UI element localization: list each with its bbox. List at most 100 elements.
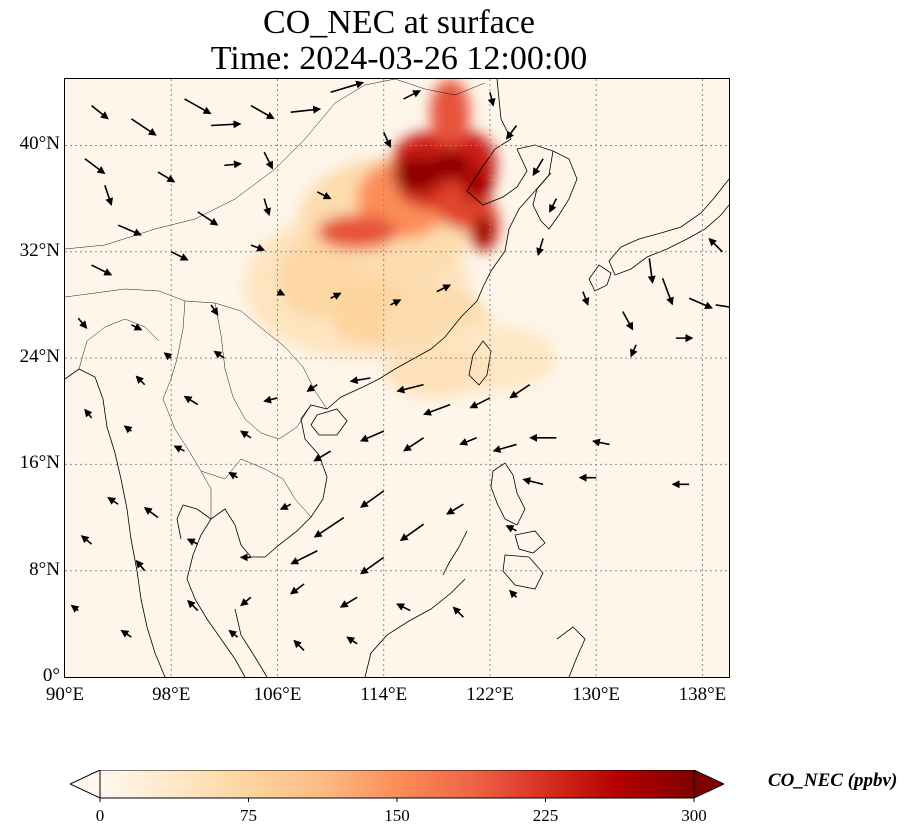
colorbar-tick-label: 75 — [240, 806, 257, 825]
lon-tick-label: 106°E — [253, 684, 302, 705]
map-subtitle-time: Time: 2024-03-26 12:00:00 — [210, 40, 588, 77]
coastline-borneo — [364, 578, 466, 677]
coastline-mindanao — [502, 554, 544, 590]
lat-tick-label: 32°N — [19, 239, 60, 261]
wind-arrow — [163, 352, 173, 361]
wind-arrow — [647, 258, 656, 284]
wind-arrow — [399, 523, 425, 542]
wind-arrow — [508, 589, 518, 599]
lon-tick-label: 98°E — [152, 684, 191, 705]
wind-arrow — [630, 344, 638, 358]
wind-arrow — [459, 437, 477, 446]
gridlines — [65, 79, 729, 677]
colorbar-label: CO_NEC (ppbv) — [768, 770, 898, 791]
coastline-palawan — [442, 530, 468, 576]
coastline-hainan — [310, 408, 348, 436]
wind-arrow — [359, 430, 385, 442]
lat-tick-label: 8°N — [29, 558, 60, 580]
wind-arrow — [346, 636, 358, 645]
wind-arrow — [197, 211, 219, 226]
map-canvas — [65, 79, 729, 677]
lon-tick-label: 130°E — [572, 684, 621, 705]
wind-arrow — [316, 191, 332, 200]
wind-arrow — [487, 92, 496, 107]
wind-arrow — [250, 104, 275, 120]
wind-arrow — [423, 403, 451, 416]
wind-arrow — [240, 596, 252, 607]
wind-arrow — [349, 376, 371, 385]
coastline-gulf-thailand — [176, 504, 212, 540]
wind-arrow — [184, 98, 212, 115]
wind-arrow — [581, 291, 590, 306]
wind-arrow — [211, 120, 242, 129]
lat-tick-label: 24°N — [19, 346, 60, 368]
lon-tick-label: 138°E — [678, 684, 727, 705]
wind-arrow — [170, 251, 189, 261]
wind-arrow — [104, 185, 114, 207]
colorbar — [70, 770, 724, 802]
wind-arrow — [213, 350, 225, 359]
wind-vectors — [70, 80, 729, 651]
coastline-kyushu — [588, 264, 612, 292]
coastline-visayas — [514, 530, 546, 554]
wind-arrow — [688, 297, 714, 310]
wind-arrow — [135, 375, 146, 386]
wind-arrow — [661, 278, 674, 306]
wind-arrow — [173, 445, 185, 453]
wind-arrow — [187, 599, 199, 612]
lon-tick-label: 122°E — [466, 684, 514, 705]
wind-arrow — [306, 383, 318, 392]
colorbar-extend-min — [70, 770, 101, 799]
colorbar-tick-label: 225 — [532, 806, 559, 825]
wind-arrow — [210, 304, 219, 316]
wind-arrow — [117, 224, 142, 236]
wind-arrow — [250, 243, 266, 252]
co-concentration-field — [244, 79, 557, 398]
wind-arrow — [452, 606, 464, 618]
wind-arrow — [403, 90, 422, 100]
wind-arrow — [70, 604, 80, 613]
wind-arrow — [492, 443, 517, 453]
wind-arrow — [279, 502, 292, 510]
wind-arrow — [84, 408, 93, 419]
coastline-japan — [608, 178, 729, 276]
coastline-sulawesi — [556, 626, 586, 677]
coastlines — [65, 79, 729, 677]
wind-arrow — [228, 472, 239, 480]
wind-arrow — [522, 477, 544, 486]
colorbar-tick-label: 300 — [681, 806, 707, 825]
coastline-taiwan — [468, 340, 492, 386]
coastline-myanmar — [65, 368, 166, 677]
wind-arrow — [330, 292, 342, 300]
wind-arrow — [715, 304, 729, 308]
wind-arrow — [591, 438, 610, 447]
wind-arrow — [135, 559, 146, 572]
wind-arrow — [91, 104, 109, 120]
colorbar-extend-max — [693, 770, 724, 799]
wind-arrow — [263, 198, 271, 217]
wind-arrow — [532, 158, 544, 177]
lon-tick-label: 114°E — [360, 684, 408, 705]
wind-arrow — [622, 311, 634, 331]
wind-arrow — [313, 450, 332, 462]
map-title: CO_NEC at surface — [263, 4, 535, 41]
concentration-blob-17 — [460, 169, 493, 202]
wind-arrow — [120, 629, 132, 638]
wind-arrow — [80, 535, 93, 545]
concentration-blob-13 — [430, 79, 471, 146]
wind-arrow — [505, 125, 518, 140]
wind-arrow — [708, 237, 723, 253]
wind-arrow — [263, 395, 278, 404]
colorbar-tick-label: 0 — [95, 806, 105, 825]
concentration-blob-15 — [393, 157, 441, 192]
map-panel — [64, 78, 730, 678]
wind-arrow — [396, 603, 411, 612]
wind-arrow — [224, 160, 242, 169]
coastline-korea — [532, 150, 578, 230]
wind-arrow — [107, 496, 119, 505]
concentration-blob-18 — [472, 215, 494, 248]
coastline-luzon — [490, 462, 526, 526]
wind-arrow — [536, 238, 544, 256]
wind-arrow — [313, 516, 345, 538]
colorbar-tick-label: 150 — [384, 806, 410, 825]
